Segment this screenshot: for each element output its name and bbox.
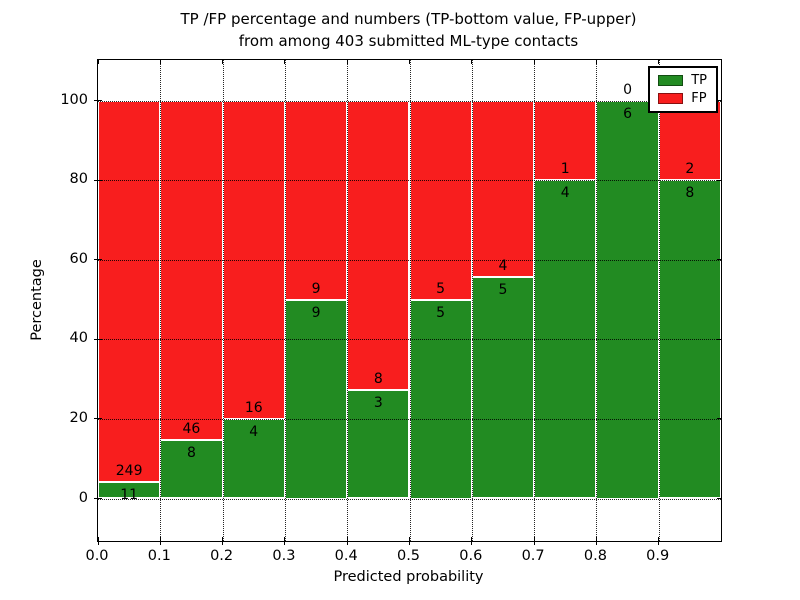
bar-segment-fp [98,100,161,482]
x-axis-label: Predicted probability [333,569,484,585]
bar-segment-tp [471,277,535,499]
x-tick-label: 0.3 [272,548,296,564]
x-tick [159,537,161,545]
legend-label-tp: TP [691,73,707,88]
bar-fp-count-label: 5 [436,280,446,297]
x-tick-label: 0.1 [147,548,171,564]
x-tick-label: 0.5 [396,548,421,564]
x-tick-label: 0.0 [85,548,109,564]
bar-tp-count-label: 9 [311,304,321,321]
bar-fp-count-label: 249 [115,462,143,479]
x-tick [471,537,473,545]
x-tick-label: 0.7 [521,548,545,564]
bar-fp-count-label: 0 [623,81,633,98]
bar-fp-count-label: 1 [560,161,570,178]
bar-tp-count-label: 6 [623,105,633,122]
x-gridline [284,60,286,541]
x-gridline [658,60,660,541]
bar-segment-fp [284,100,348,300]
x-tick [658,537,660,545]
bar-segment-tp [222,418,285,499]
bar-fp-count-label: 4 [498,258,508,275]
bar-tp-count-label: 11 [120,486,139,503]
bar-segment-tp [596,100,659,499]
bar-tp-count-label: 4 [249,423,259,440]
x-tick [284,537,286,545]
bar-fp-count-label: 16 [244,399,263,416]
x-tick-label: 0.4 [334,548,358,564]
bar-tp-count-label: 3 [373,394,383,411]
y-tick-label: 100 [60,91,88,108]
bar-fp-count-label: 2 [685,161,695,178]
bar-segment-tp [409,299,472,499]
bar-segment-fp [347,100,410,390]
x-tick [595,537,597,545]
x-tick [409,537,410,545]
y-tick-label: 60 [69,250,88,267]
bar-tp-count-label: 4 [560,185,570,202]
legend-swatch-fp [658,93,684,104]
x-tick-label: 0.9 [646,548,670,564]
legend-item-fp: FP [658,92,707,105]
x-tick-label: 0.8 [583,548,607,564]
x-gridline [534,60,536,541]
y-tick-label: 40 [69,330,88,347]
bar-segment-fp [409,100,472,300]
x-gridline [409,60,411,541]
chart-title-line2: from among 403 submitted ML-type contact… [238,32,579,50]
bar-segment-fp [160,100,223,440]
y-tick-label: 20 [69,409,88,426]
x-gridline [471,60,473,541]
bar-tp-count-label: 5 [498,282,508,299]
legend-label-fp: FP [691,91,707,106]
x-tick [346,537,348,545]
bar-segment-fp [658,100,721,181]
chart-title-line1: TP /FP percentage and numbers (TP-bottom… [180,10,637,28]
bar-segment-tp [98,481,161,499]
bar-tp-count-label: 8 [685,185,695,202]
bar-fp-count-label: 8 [373,370,383,387]
x-tick-label: 0.6 [459,548,483,564]
legend-item-tp: TP [658,74,707,87]
x-tick-top [97,60,99,64]
x-gridline [347,60,349,541]
chart-title: TP /FP percentage and numbers (TP-bottom… [97,8,720,52]
y-tick-label: 0 [78,489,88,506]
x-gridline [222,60,224,541]
bar-segment-tp [160,439,223,499]
bar-segment-fp [471,100,535,278]
legend: TP FP [648,66,718,113]
x-gridline [596,60,598,541]
bar-fp-count-label: 46 [182,420,201,437]
x-tick-label: 0.2 [210,548,234,564]
bar-tp-count-label: 8 [186,444,196,461]
x-tick [97,537,99,545]
bar-segment-tp [284,299,348,499]
x-tick [533,537,535,545]
bar-tp-count-label: 5 [436,304,446,321]
plot-area: TP FP 249 11 46 8 16 4 9 9 8 3 5 5 4 5 1 4 0 6 2 8 [94,59,722,545]
legend-swatch-tp [658,75,684,86]
bar-fp-count-label: 9 [311,280,321,297]
x-gridline [160,60,162,541]
x-tick [222,537,224,545]
y-tick-label: 80 [69,171,88,188]
